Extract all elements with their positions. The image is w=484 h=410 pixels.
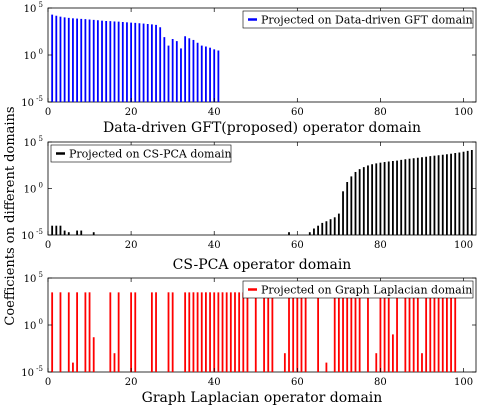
legend-box [242, 280, 474, 299]
x-tick-label: 80 [374, 107, 387, 118]
x-tick-label: 0 [45, 107, 51, 118]
legend: Projected on CS-PCA domain [50, 144, 232, 163]
y-tick-label: 10 0 [24, 48, 43, 62]
x-tick-label: 20 [125, 377, 138, 388]
x-tick-label: 40 [208, 240, 221, 251]
legend-label: Projected on CS-PCA domain [69, 148, 232, 161]
chart-1: 0 20 40 60 80 100 10 -5 10 0 10 5 Data-driven GFT… [21, 1, 477, 136]
x-tick-label: 20 [125, 240, 138, 251]
y-tick-label: 10 -5 [21, 365, 43, 379]
y-tick-label: 10 -5 [21, 95, 43, 109]
x-tick-label: 0 [45, 240, 51, 251]
legend: Projected on Graph Laplacian domain [242, 280, 474, 299]
x-tick-label: 40 [208, 377, 221, 388]
figure-y-axis-label: Coefficients on different domains [3, 106, 18, 325]
x-tick-label: 40 [208, 107, 221, 118]
legend-box [242, 10, 474, 29]
legend-label: Projected on Data-driven GFT domain [261, 14, 473, 27]
y-tick-label: 10 5 [24, 1, 43, 15]
y-tick-label: 10 0 [24, 318, 43, 332]
x-tick-label: 0 [45, 377, 51, 388]
x-tick-label: 80 [374, 240, 387, 251]
legend: Projected on Data-driven GFT domain [242, 10, 474, 29]
legend-box [50, 144, 232, 163]
x-tick-label: 60 [291, 240, 304, 251]
x-tick-label: 100 [454, 240, 473, 251]
x-tick-label: 60 [291, 377, 304, 388]
y-tick-label: 10 -5 [21, 228, 43, 242]
legend-label: Projected on Graph Laplacian domain [261, 284, 472, 297]
x-axis-label: CS-PCA operator domain [173, 257, 352, 273]
x-tick-label: 20 [125, 107, 138, 118]
x-tick-label: 80 [374, 377, 387, 388]
chart-2: 0 20 40 60 80 100 10 -5 10 0 10 5 CS-PCA operator… [21, 135, 477, 273]
y-tick-label: 10 0 [24, 182, 43, 196]
x-axis-label: Graph Laplacian operator domain [142, 390, 383, 406]
x-tick-label: 60 [291, 107, 304, 118]
y-tick-label: 10 5 [24, 271, 43, 285]
y-tick-label: 10 5 [24, 135, 43, 149]
chart-3: 0 20 40 60 80 100 10 -5 10 0 10 5 Graph Laplacian… [21, 271, 477, 406]
x-tick-label: 100 [454, 107, 473, 118]
x-axis-label: Data-driven GFT(proposed) operator domai… [103, 120, 421, 136]
x-tick-label: 100 [454, 377, 473, 388]
